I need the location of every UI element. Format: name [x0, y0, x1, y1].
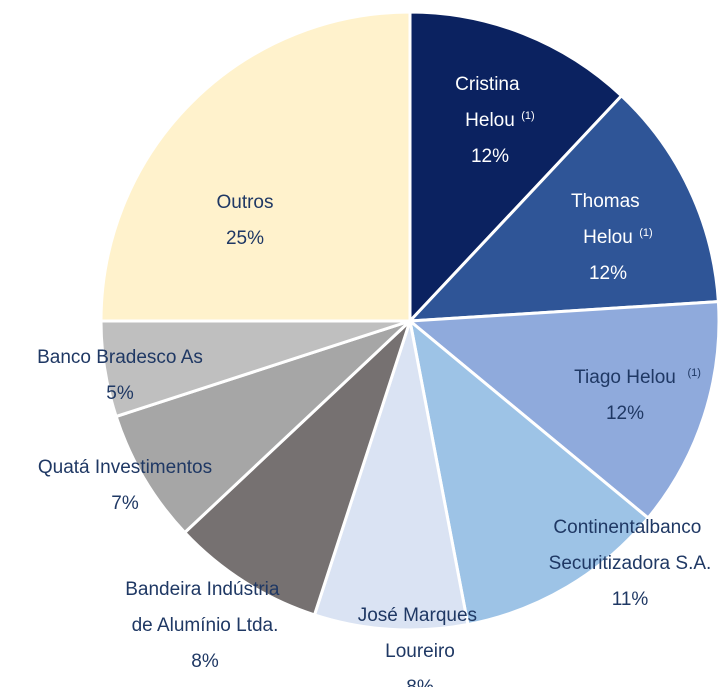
- value-label: 12%: [606, 403, 644, 424]
- value-label: 5%: [106, 383, 134, 404]
- slice-label: Thomas Helou: [571, 191, 645, 248]
- label-line: Continentalbanco: [553, 517, 706, 538]
- value-label: 8%: [191, 651, 219, 672]
- pie-slice: [406, 93, 720, 323]
- value-label: 11%: [612, 589, 649, 610]
- footnote: (1): [521, 110, 534, 122]
- pie-slice: [312, 320, 470, 632]
- label-line: Loureiro: [385, 641, 455, 662]
- label-line: Tiago Helou: [574, 367, 676, 388]
- label-line: de Alumínio Ltda.: [132, 615, 279, 636]
- label-line: Helou: [465, 110, 515, 131]
- slice-label: Bandeira Indústria de Alumínio Ltda.: [125, 579, 285, 636]
- slice-label: Quatá Investimentos: [38, 457, 212, 478]
- value-label: 12%: [589, 263, 627, 284]
- footnote: (1): [639, 227, 652, 239]
- label-line: Banco Bradesco As: [37, 347, 203, 368]
- pie-slice: [406, 300, 721, 521]
- value-label: 25%: [226, 228, 264, 249]
- pie-slice: [114, 319, 412, 535]
- value-label: 7%: [111, 493, 139, 514]
- slice-label: Outros: [216, 192, 273, 213]
- slice-label: Cristina Helou: [455, 74, 525, 131]
- label-line: Helou: [583, 227, 633, 248]
- label-line: Bandeira Indústria: [125, 579, 285, 600]
- label-line: Securitizadora S.A.: [549, 553, 712, 574]
- pie-slice: [408, 10, 624, 325]
- value-label: 8%: [406, 677, 434, 687]
- label-line: Thomas: [571, 191, 645, 212]
- slice-label: Tiago Helou: [574, 367, 676, 388]
- label-line: Outros: [216, 192, 273, 213]
- footnote: (1): [687, 367, 700, 379]
- label-line: José Marques: [358, 605, 483, 626]
- slice-label: Continentalbanco Securitizadora S.A.: [549, 517, 712, 574]
- value-label: 12%: [471, 146, 509, 167]
- label-line: Cristina: [455, 74, 525, 95]
- pie-slice: [407, 317, 651, 627]
- slice-label: José Marques Loureiro: [358, 605, 483, 662]
- pie-slice: [99, 10, 412, 323]
- slice-label: Banco Bradesco As: [37, 347, 203, 368]
- pie-slice: [182, 319, 412, 617]
- label-line: Quatá Investimentos: [38, 457, 212, 478]
